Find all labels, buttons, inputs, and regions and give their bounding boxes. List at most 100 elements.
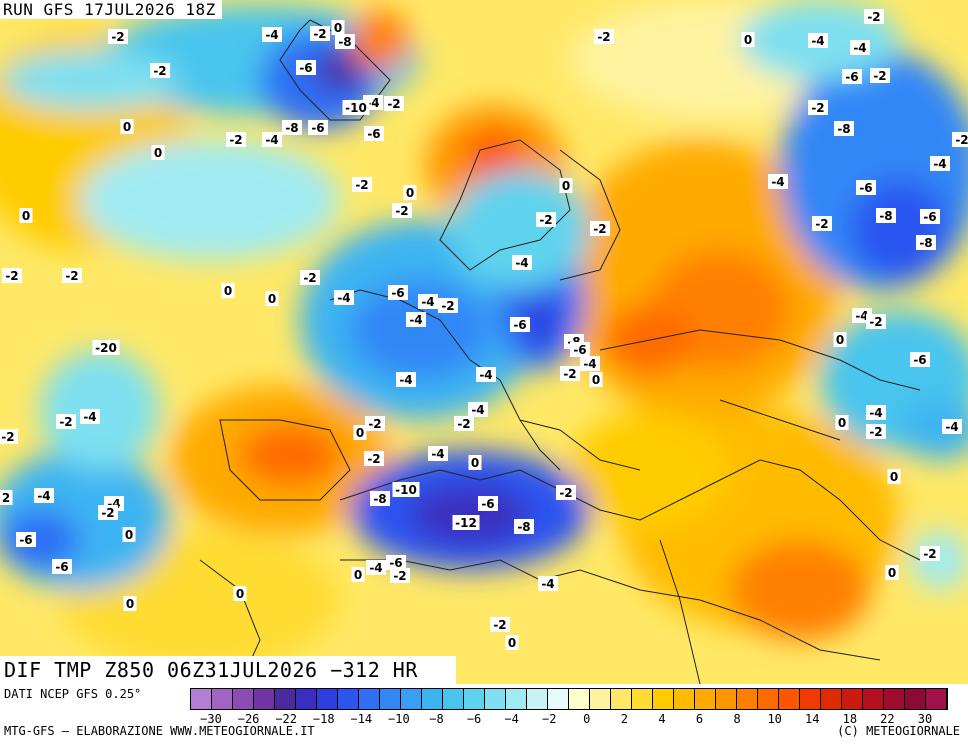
value-label-bg: [352, 177, 372, 192]
legend-tick-label: −14: [350, 712, 373, 726]
value-label: -20: [95, 341, 117, 355]
value-label: -2: [869, 315, 882, 329]
value-label-bg: [910, 352, 930, 367]
value-label: -6: [19, 533, 32, 547]
value-label-bg: [512, 255, 532, 270]
value-label: 0: [562, 179, 570, 193]
value-label-bg: [510, 317, 530, 332]
legend-tick-label: −26: [237, 712, 260, 726]
value-label-bg: [2, 268, 22, 283]
legend-swatch: [863, 689, 884, 709]
value-label: -4: [541, 577, 554, 591]
value-label-bg: [864, 9, 884, 24]
map-title: DIF TMP Z850 06Z31JUL2026 −312 HR: [0, 656, 456, 684]
anomaly-shading: [0, 0, 968, 670]
legend-swatch: [527, 689, 548, 709]
value-label-bg: [438, 298, 458, 313]
value-label: -8: [919, 236, 932, 250]
value-label-bg: [396, 372, 416, 387]
value-label: -8: [837, 122, 850, 136]
value-label: 0: [508, 636, 516, 650]
value-label: -2: [153, 64, 166, 78]
value-label-bg: [388, 285, 408, 300]
legend-swatches: [190, 688, 948, 710]
value-label-bg: [856, 180, 876, 195]
value-label: -8: [338, 35, 351, 49]
legend-swatch: [296, 689, 317, 709]
value-label-bg: [92, 340, 120, 355]
value-label: -2: [393, 569, 406, 583]
value-label-bg: [490, 617, 510, 632]
legend-swatch: [380, 689, 401, 709]
value-label: 0: [125, 528, 133, 542]
value-label: -4: [933, 157, 946, 171]
value-label-bg: [556, 485, 576, 500]
copyright-note: (C) METEOGIORNALE: [837, 724, 960, 738]
value-label-bg: [366, 560, 386, 575]
value-label: 0: [592, 373, 600, 387]
value-label: -2: [395, 204, 408, 218]
value-label-bg: [514, 519, 534, 534]
temperature-anomaly-map: -2 -4 -2-80-6-2-4 -2-100 -8 -6-2 -4 -60-200 -2-2…: [0, 0, 968, 684]
legend-tick-label: 22: [880, 712, 895, 726]
value-label-bg: [570, 342, 590, 357]
value-label: -4: [583, 357, 596, 371]
value-label: -8: [285, 121, 298, 135]
value-label-bg: [384, 96, 404, 111]
legend-swatch: [737, 689, 758, 709]
value-label: -4: [431, 447, 444, 461]
legend-swatch: [653, 689, 674, 709]
value-label-bg: [866, 424, 886, 439]
legend-swatch: [506, 689, 527, 709]
legend-tick-label: −6: [466, 712, 482, 726]
legend-swatch: [674, 689, 695, 709]
value-label-bg: [334, 290, 354, 305]
legend-swatch: [632, 689, 653, 709]
value-label: -4: [37, 489, 50, 503]
legend-swatch: [590, 689, 611, 709]
legend-tick-label: 30: [917, 712, 933, 726]
value-label-bg: [108, 29, 128, 44]
legend-swatch: [401, 689, 422, 709]
value-label: -4: [265, 133, 278, 147]
value-label: 0: [890, 470, 898, 484]
value-label-bg: [870, 68, 890, 83]
value-label: -6: [367, 127, 380, 141]
map-area: -2 -4 -2 -8 0 -6 -2 -4 -2 -10 0 -8 -6 -2 -4 -6 0 -2 0 0 -2 -2…: [0, 0, 968, 684]
value-label: -2: [867, 10, 880, 24]
value-label: -2: [387, 97, 400, 111]
legend-tick-label: 6: [695, 712, 704, 726]
value-label: -8: [879, 209, 892, 223]
legend-swatch: [275, 689, 296, 709]
value-label-bg: [120, 119, 134, 134]
value-label-bg: [353, 425, 367, 440]
legend-tick-label: 10: [767, 712, 782, 726]
value-label: -6: [859, 181, 872, 195]
value-label: -4: [409, 313, 422, 327]
value-label: -4: [945, 420, 958, 434]
value-label-bg: [418, 294, 438, 309]
data-source-note: DATI NCEP GFS 0.25°: [4, 687, 142, 701]
value-label: -6: [845, 70, 858, 84]
value-label: -4: [421, 295, 434, 309]
value-label: -8: [517, 520, 530, 534]
value-label-bg: [226, 132, 246, 147]
value-label: 0: [888, 566, 896, 580]
legend-swatch: [422, 689, 443, 709]
value-label-bg: [876, 208, 896, 223]
legend-tick-label: −8: [429, 712, 444, 726]
value-label-bg: [34, 488, 54, 503]
value-label-bg: [386, 555, 406, 570]
legend-tick-label: −18: [312, 712, 335, 726]
value-label-bg: [452, 515, 480, 530]
value-label-bg: [403, 185, 417, 200]
value-label: -6: [389, 556, 402, 570]
value-label-bg: [123, 596, 137, 611]
value-label-bg: [952, 132, 968, 147]
value-label-bg: [56, 414, 76, 429]
legend-swatch: [758, 689, 779, 709]
legend-swatch: [884, 689, 905, 709]
value-label: 0: [236, 587, 244, 601]
value-label-bg: [221, 283, 235, 298]
value-label-bg: [476, 367, 496, 382]
